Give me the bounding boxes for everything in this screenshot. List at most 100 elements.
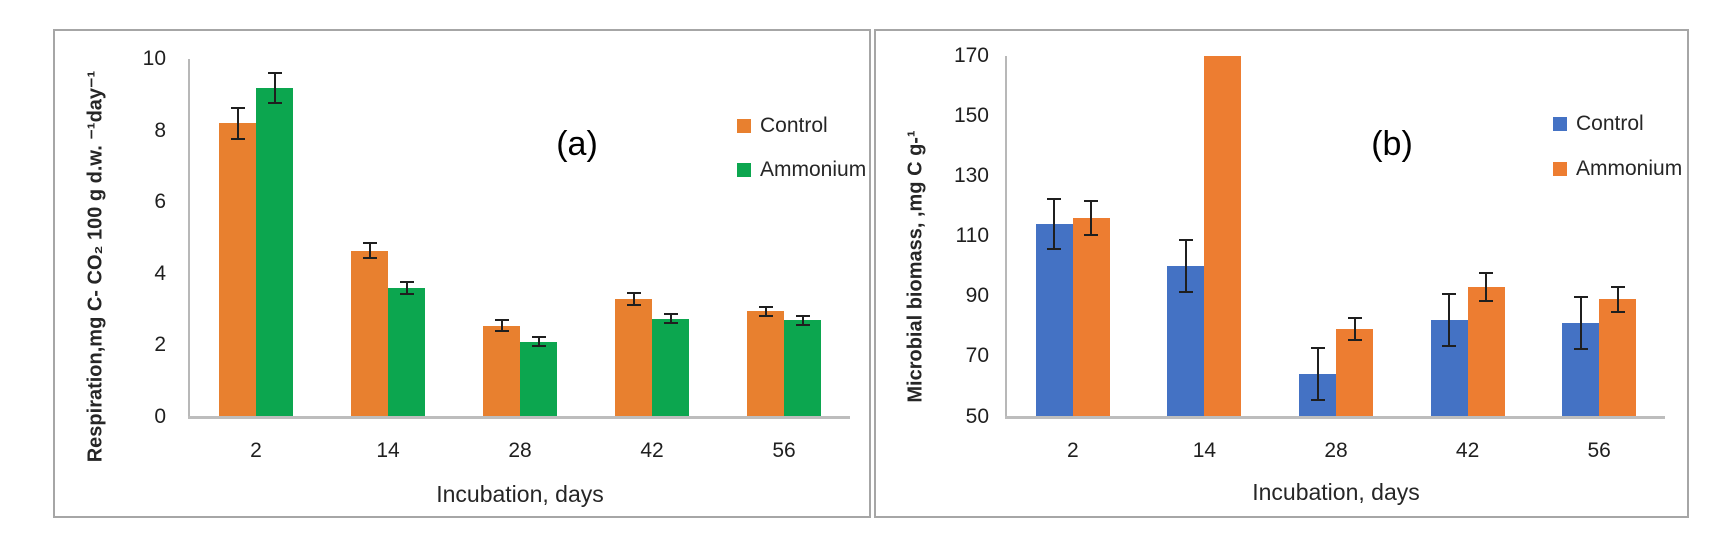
error-bar-stem bbox=[801, 314, 804, 326]
error-bar bbox=[1084, 199, 1099, 236]
x-tick-label: 2 bbox=[1066, 438, 1079, 462]
error-bar-cap-bottom bbox=[1310, 399, 1325, 402]
bar-control-day56 bbox=[747, 311, 784, 417]
error-bar bbox=[1178, 239, 1193, 294]
x-tick-label: 14 bbox=[376, 439, 400, 462]
error-bar-stem bbox=[1485, 272, 1488, 303]
y-axis-line bbox=[1005, 55, 1007, 419]
bar-ammonium-day14 bbox=[1204, 55, 1242, 417]
legend-label-ammonium: Ammonium bbox=[760, 158, 867, 181]
y-tick-label: 6 bbox=[154, 190, 166, 214]
legend-label-control: Control bbox=[760, 114, 828, 137]
bar-control-day28 bbox=[483, 325, 520, 417]
error-bar bbox=[1047, 198, 1062, 250]
error-bar bbox=[626, 291, 641, 306]
error-bar-stem bbox=[1316, 347, 1319, 402]
x-tick-label: 2 bbox=[250, 439, 262, 462]
error-bar-cap-bottom bbox=[267, 101, 282, 104]
bar-ammonium-day2 bbox=[1072, 217, 1110, 417]
error-bar-cap-bottom bbox=[1442, 345, 1457, 348]
error-bar-cap-bottom bbox=[399, 293, 414, 296]
error-bar-cap-bottom bbox=[531, 345, 546, 348]
x-axis-title: Incubation, days bbox=[436, 481, 604, 507]
error-bar bbox=[758, 306, 773, 317]
legend-label-ammonium: Ammonium bbox=[1576, 157, 1683, 180]
error-bar bbox=[1610, 285, 1625, 313]
error-bar-stem bbox=[1353, 317, 1356, 342]
error-bar-stem bbox=[405, 280, 408, 296]
error-bar bbox=[399, 280, 414, 296]
error-bar-stem bbox=[1616, 285, 1619, 313]
x-axis-line bbox=[1005, 415, 1665, 419]
legend-item-control: Control bbox=[737, 114, 828, 137]
bar-control-day42 bbox=[615, 298, 652, 417]
error-bar-cap-bottom bbox=[1347, 339, 1362, 342]
y-tick-label: 2 bbox=[154, 333, 166, 357]
error-bar bbox=[663, 313, 678, 324]
y-axis-title-wrap: Microbial biomass, ,mg C g-¹ bbox=[888, 31, 944, 501]
y-tick-label: 0 bbox=[154, 405, 166, 428]
error-bar-stem bbox=[537, 336, 540, 348]
legend-item-ammonium: Ammonium bbox=[737, 158, 867, 181]
x-axis-title: Incubation, days bbox=[1252, 479, 1420, 505]
error-bar-cap-bottom bbox=[1047, 247, 1062, 250]
bar-control-day14 bbox=[351, 250, 388, 417]
error-bar-cap-bottom bbox=[795, 323, 810, 326]
bar-ammonium-day28 bbox=[520, 341, 557, 417]
error-bar-stem bbox=[632, 291, 635, 306]
x-tick-label: 42 bbox=[640, 439, 664, 462]
x-tick-label: 56 bbox=[1587, 438, 1611, 462]
y-tick-label: 130 bbox=[953, 163, 989, 187]
error-bar-cap-bottom bbox=[1178, 291, 1193, 294]
y-tick-label: 170 bbox=[953, 43, 989, 67]
error-bar bbox=[795, 314, 810, 326]
error-bar-cap-bottom bbox=[1573, 348, 1588, 351]
x-tick-label: 28 bbox=[508, 439, 532, 462]
bar-ammonium-day42 bbox=[1467, 287, 1505, 417]
error-bar-cap-bottom bbox=[1084, 233, 1099, 236]
error-bar-cap-bottom bbox=[1479, 300, 1494, 303]
error-bar-stem bbox=[1579, 296, 1582, 351]
error-bar-stem bbox=[1448, 293, 1451, 348]
error-bar-cap-bottom bbox=[663, 321, 678, 324]
error-bar-stem bbox=[1184, 239, 1187, 294]
error-bar-stem bbox=[273, 71, 276, 104]
y-tick-label: 150 bbox=[953, 103, 989, 127]
chart-panel-a: Respiration,mg C- CO₂ 100 g d.w. ⁻¹day⁻¹… bbox=[53, 29, 871, 518]
y-tick-label: 4 bbox=[154, 261, 166, 285]
error-bar-cap-bottom bbox=[758, 314, 773, 317]
chart-panel-b: Microbial biomass, ,mg C g-¹ (b) Control… bbox=[874, 29, 1689, 518]
error-bar-stem bbox=[1090, 199, 1093, 236]
legend-label-control: Control bbox=[1576, 112, 1644, 135]
bar-ammonium-day56 bbox=[1599, 299, 1637, 417]
x-tick-label: 56 bbox=[772, 439, 796, 462]
error-bar-stem bbox=[1053, 198, 1056, 250]
error-bar-stem bbox=[500, 319, 503, 333]
x-tick-label: 14 bbox=[1192, 438, 1217, 462]
error-bar bbox=[494, 319, 509, 333]
bar-control-day2 bbox=[219, 123, 256, 417]
error-bar-cap-bottom bbox=[626, 304, 641, 306]
error-bar-cap-bottom bbox=[1610, 310, 1625, 313]
error-bar bbox=[1442, 293, 1457, 348]
error-bar bbox=[1573, 296, 1588, 351]
y-tick-label: 70 bbox=[965, 344, 989, 368]
legend-swatch-control bbox=[737, 119, 751, 133]
bar-control-day2 bbox=[1035, 223, 1073, 417]
error-bar-stem bbox=[669, 313, 672, 324]
legend-swatch-ammonium bbox=[737, 163, 751, 177]
error-bar-cap-bottom bbox=[494, 330, 509, 333]
legend-swatch-control bbox=[1553, 117, 1567, 131]
error-bar-cap-bottom bbox=[230, 137, 245, 140]
legend-swatch-ammonium bbox=[1553, 162, 1567, 176]
bar-ammonium-day42 bbox=[652, 318, 689, 417]
legend-item-control: Control bbox=[1553, 112, 1644, 135]
y-tick-label: 50 bbox=[965, 404, 989, 428]
error-bar bbox=[531, 336, 546, 348]
error-bar bbox=[1310, 347, 1325, 402]
panel-letter: (a) bbox=[556, 125, 598, 163]
error-bar-stem bbox=[236, 107, 239, 140]
error-bar bbox=[267, 71, 282, 104]
error-bar bbox=[1479, 272, 1494, 303]
